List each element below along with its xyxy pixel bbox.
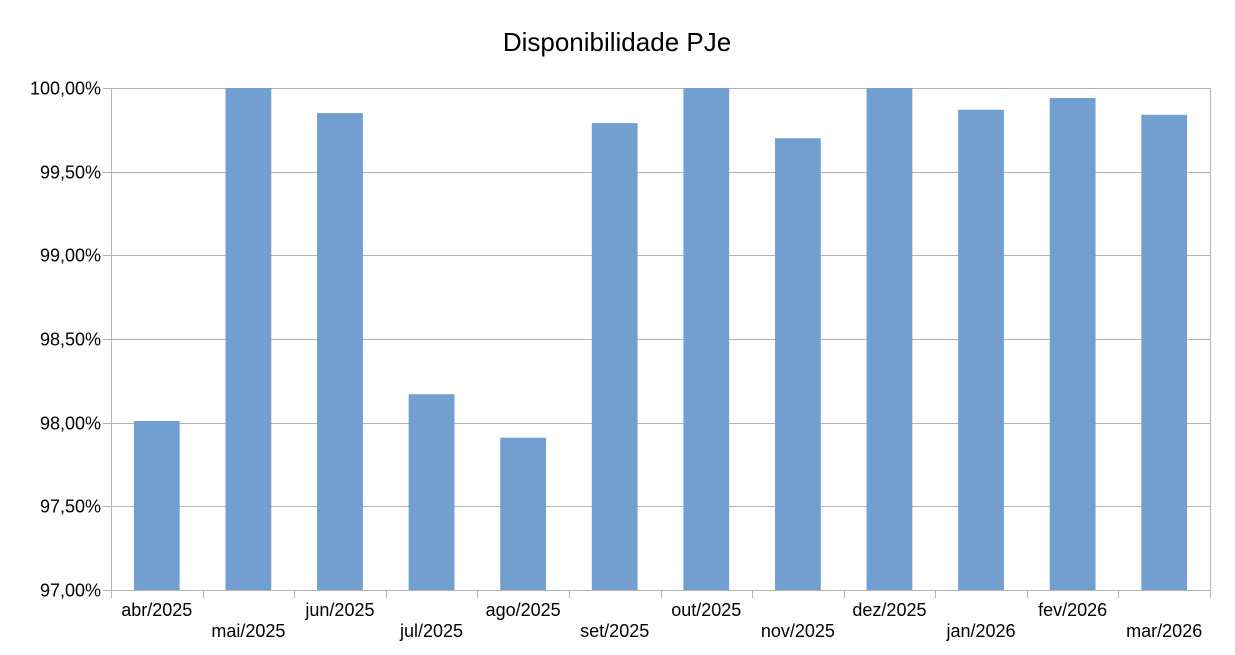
y-tick-label: 99,00% — [40, 246, 101, 266]
bar — [683, 88, 730, 590]
x-tick-label: out/2025 — [671, 600, 741, 620]
y-tick-label: 97,00% — [40, 581, 101, 601]
bar — [774, 138, 821, 590]
chart-title: Disponibilidade PJe — [503, 27, 731, 57]
x-tick-label: nov/2025 — [761, 621, 835, 641]
bar — [1049, 98, 1096, 590]
x-tick-label: set/2025 — [580, 621, 649, 641]
x-tick-label: ago/2025 — [486, 600, 561, 620]
x-tick-label: jun/2025 — [304, 600, 374, 620]
bar — [500, 437, 547, 590]
x-tick-label: mai/2025 — [211, 621, 285, 641]
y-tick-label: 100,00% — [30, 79, 101, 99]
y-tick-labels: 97,00% 97,50% 98,00% 98,50% 99,00% 99,50% 100,… — [30, 79, 101, 601]
y-tick-label: 98,00% — [40, 414, 101, 434]
x-tick-label: fev/2026 — [1038, 600, 1107, 620]
x-tick-label: dez/2025 — [852, 600, 926, 620]
y-tick-label: 98,50% — [40, 330, 101, 350]
bar — [133, 420, 180, 590]
bar — [958, 109, 1004, 591]
bar — [1141, 114, 1188, 591]
x-tick-label: jan/2026 — [946, 621, 1016, 641]
bar — [866, 88, 913, 590]
x-tick-label: jul/2025 — [399, 621, 463, 641]
axes — [103, 88, 1211, 598]
x-tick-label: mar/2026 — [1126, 621, 1202, 641]
bar — [317, 113, 363, 590]
x-tick-labels: abr/2025 mai/2025 jun/2025 jul/2025 ago/2025… — [121, 600, 1202, 641]
gridlines — [111, 88, 1210, 591]
y-tick-label: 99,50% — [40, 163, 101, 183]
bars — [133, 88, 1188, 591]
bar — [225, 88, 272, 590]
bar — [408, 394, 455, 590]
bar — [591, 123, 638, 590]
x-tick-label: abr/2025 — [121, 600, 192, 620]
y-tick-label: 97,50% — [40, 497, 101, 517]
